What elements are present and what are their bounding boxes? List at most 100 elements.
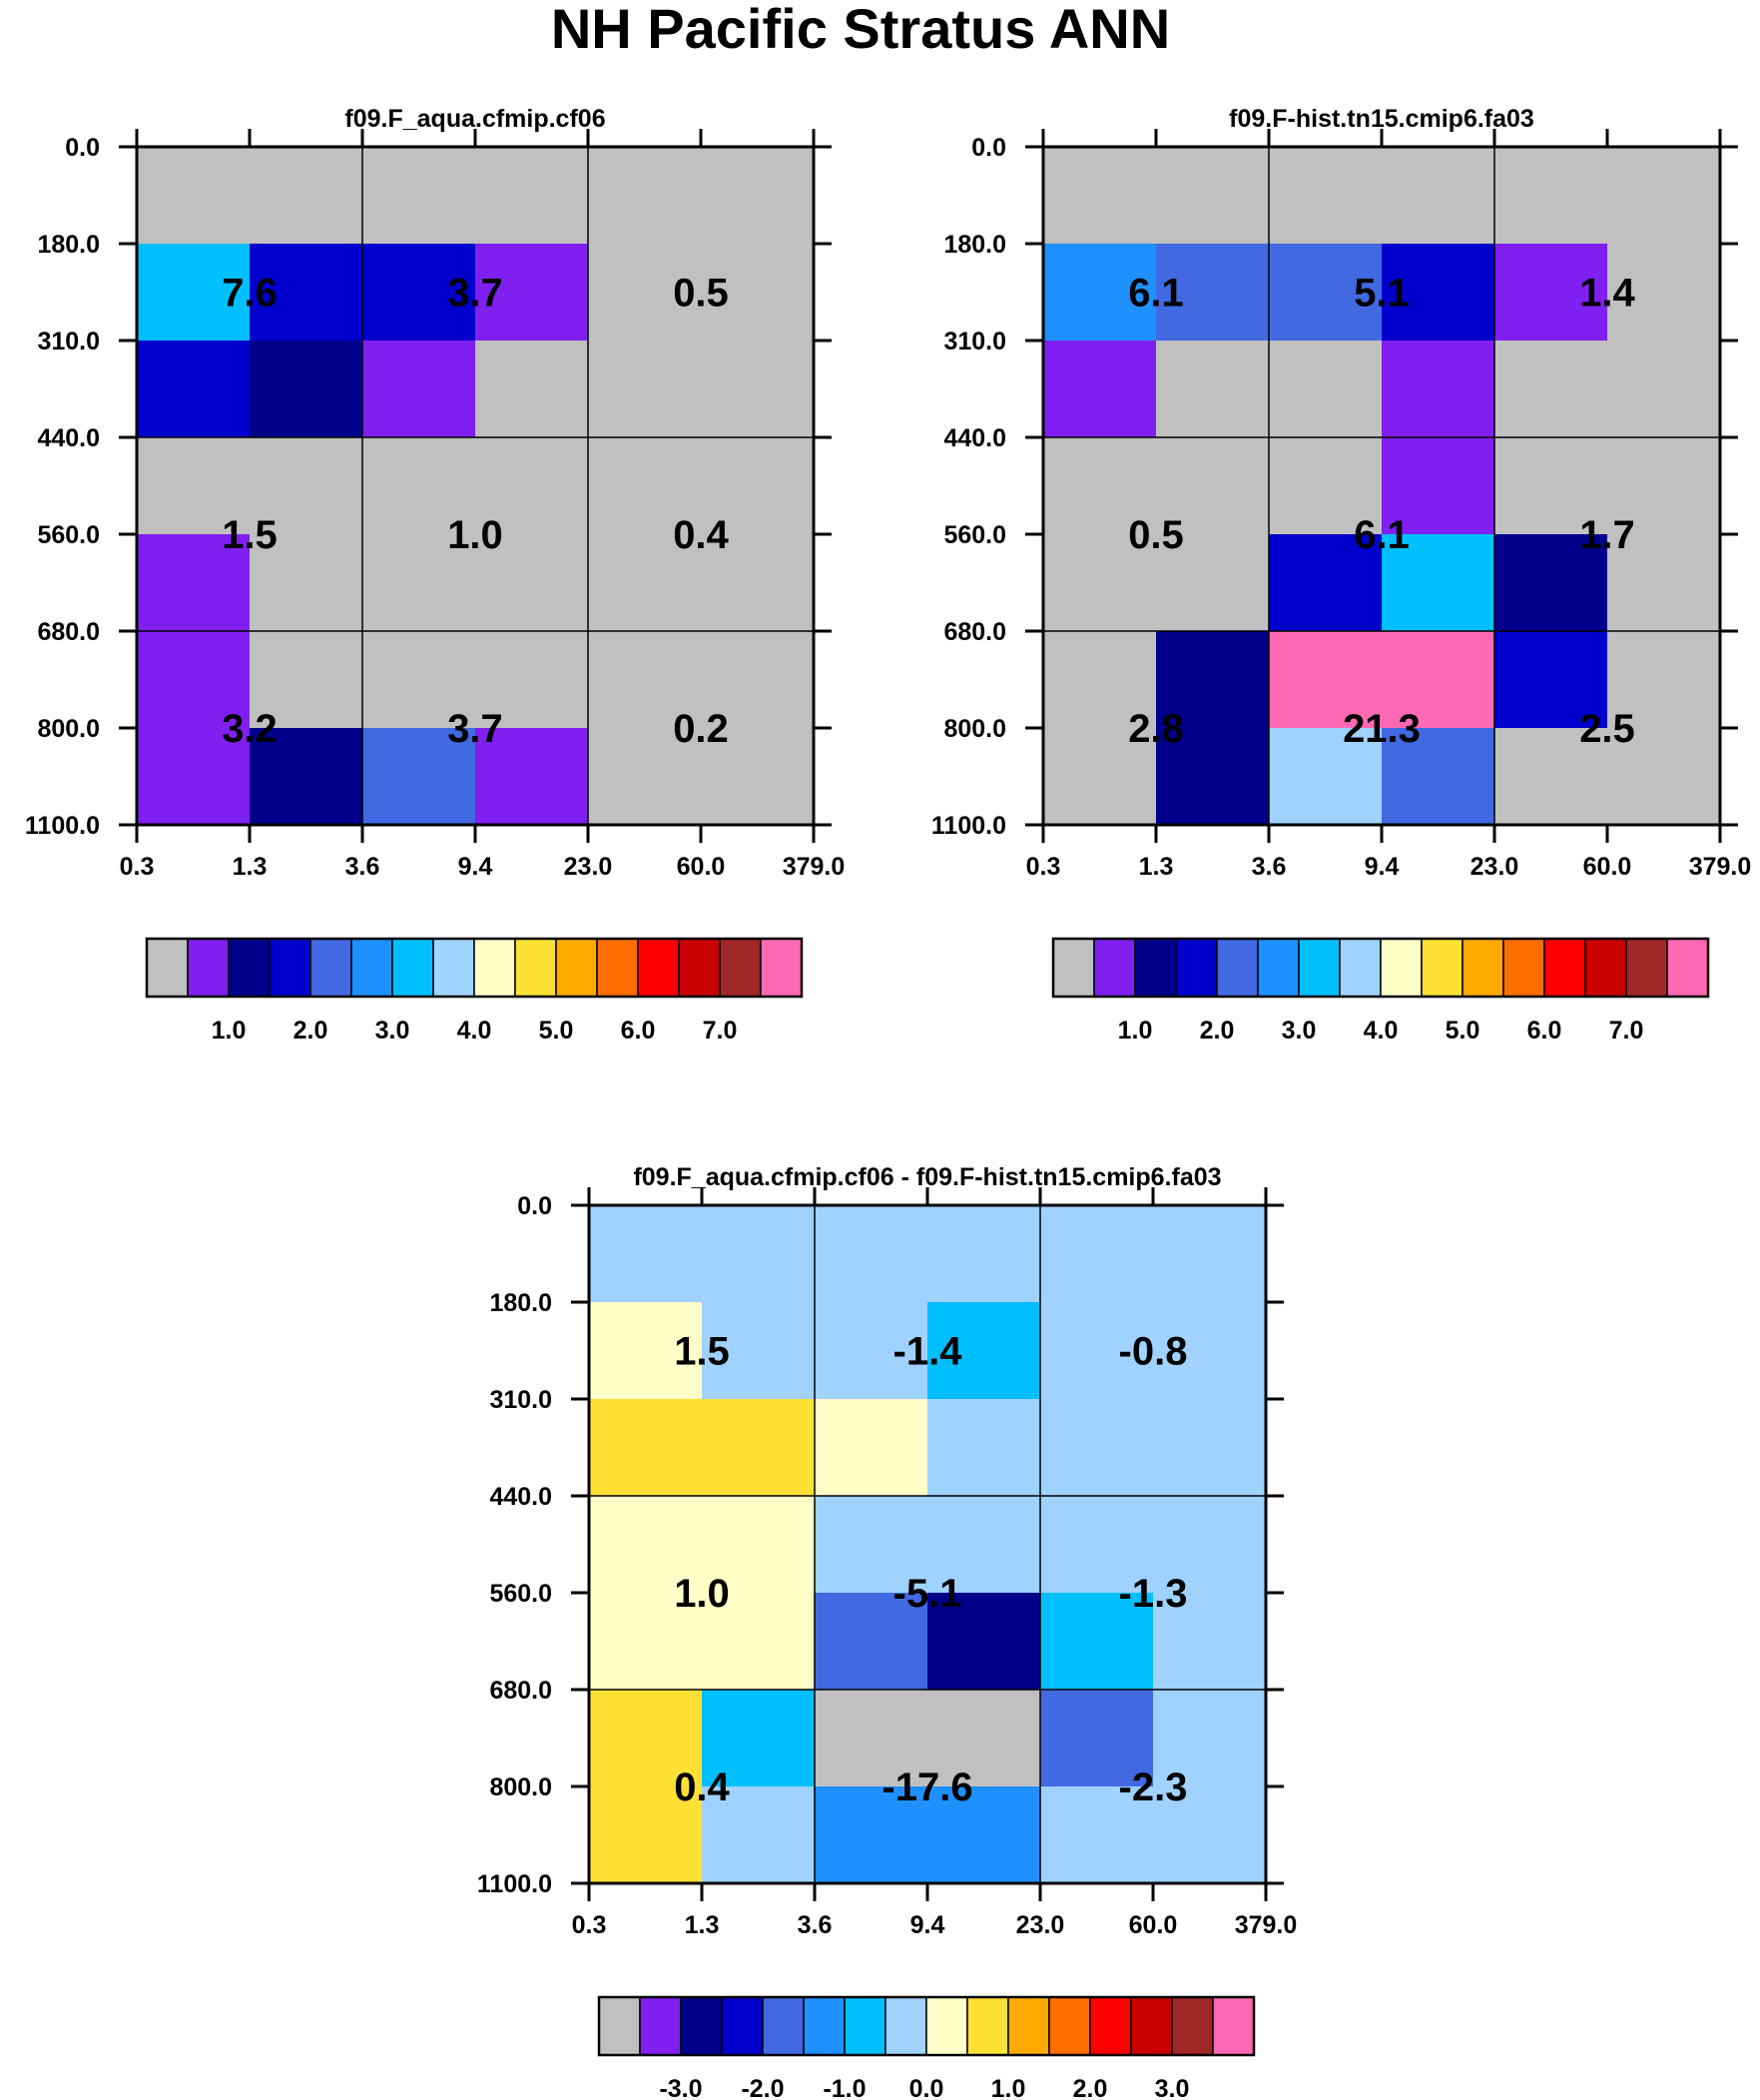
heatmap-cell [1156, 244, 1270, 342]
colorbar-label: 6.0 [1527, 1017, 1562, 1045]
y-tick-label: 800.0 [37, 715, 100, 743]
heatmap-cell [589, 1205, 703, 1303]
colorbar-swatch [1462, 938, 1504, 998]
colorbar-swatch [1093, 938, 1136, 998]
colorbar-swatch [432, 938, 475, 998]
heatmap-cell [1043, 147, 1157, 245]
colorbar-swatch [1007, 1996, 1050, 2056]
heatmap-cell [588, 244, 702, 342]
colorbar-swatch [1134, 938, 1177, 998]
y-tick-label: 180.0 [943, 231, 1006, 259]
x-tick-label: 60.0 [677, 853, 726, 881]
heatmap-cell [1494, 147, 1608, 245]
colorbar-swatch [721, 1996, 764, 2056]
heatmap-cell [1153, 1496, 1267, 1594]
figure-title: NH Pacific Stratus ANN [551, 0, 1170, 60]
heatmap-cell [250, 631, 363, 729]
box-value-label: -1.4 [893, 1330, 963, 1374]
y-tick-label: 180.0 [489, 1289, 552, 1317]
heatmap-cell [702, 1593, 816, 1691]
colorbar-swatch [966, 1996, 1009, 2056]
x-tick-label: 9.4 [458, 853, 493, 881]
box-value-label: 0.4 [673, 513, 729, 557]
heatmap-cell [588, 534, 702, 632]
heatmap-cell [250, 341, 363, 438]
heatmap-cell [701, 534, 815, 632]
box-value-label: 1.5 [674, 1330, 730, 1374]
heatmap-cell [701, 631, 815, 729]
heatmap-cell [1607, 244, 1721, 342]
heatmap-cell [362, 534, 476, 632]
y-tick-label: 560.0 [943, 521, 1006, 549]
y-tick-label: 0.0 [65, 134, 100, 162]
heatmap-cell [1494, 341, 1608, 438]
heatmap-cell [701, 728, 815, 826]
heatmap-cell [1043, 244, 1157, 342]
colorbar-frame [145, 937, 804, 999]
heatmap-cell [250, 728, 363, 826]
y-tick-label: 310.0 [37, 328, 100, 355]
box-value-label: 7.6 [222, 272, 278, 316]
heatmap-cell [137, 437, 251, 535]
colorbar-swatch [844, 1996, 886, 2056]
colorbar-swatch [760, 938, 803, 998]
heatmap-cell [250, 147, 363, 245]
heatmap-cell [137, 728, 251, 826]
heatmap-cell [1040, 1302, 1154, 1400]
heatmap-cell [815, 1690, 928, 1787]
heatmap-cell [362, 341, 476, 438]
box-value-label: -0.8 [1119, 1330, 1188, 1374]
colorbar-swatch [1298, 938, 1341, 998]
heatmap-cell [1382, 534, 1495, 632]
colorbar-swatch [637, 938, 680, 998]
heatmap-cell [475, 244, 589, 342]
heatmap-cell [250, 437, 363, 535]
heatmap-cell [1382, 437, 1495, 535]
heatmap-cell [927, 1496, 1041, 1594]
box-value-label: -5.1 [893, 1572, 962, 1616]
y-tick-label: 440.0 [489, 1483, 552, 1511]
heatmap-cell [927, 1690, 1041, 1787]
heatmap-cell [137, 534, 251, 632]
colorbar-swatch [1502, 938, 1545, 998]
heatmap-cell [815, 1786, 928, 1884]
box-value-label: -1.3 [1119, 1572, 1188, 1616]
x-tick-label: 0.3 [120, 853, 155, 881]
x-tick-label: 1.3 [233, 853, 268, 881]
heatmap-cell [1153, 1205, 1267, 1303]
heatmap-cell [1043, 341, 1157, 438]
panel-title: f09.F_aqua.cfmip.cf06 [344, 105, 605, 133]
box-value-label: 3.7 [447, 707, 503, 751]
heatmap-cell [1043, 437, 1157, 535]
y-tick-label: 680.0 [37, 618, 100, 646]
colorbar-label: 2.0 [1200, 1017, 1235, 1045]
heatmap-cell [1153, 1399, 1267, 1497]
heatmap-cell [702, 1399, 816, 1497]
colorbar-swatch [1421, 938, 1464, 998]
colorbar-label: 2.0 [1073, 2075, 1108, 2100]
colorbar-label: 4.0 [1364, 1017, 1399, 1045]
heatmap-cell [588, 341, 702, 438]
colorbar-label: -1.0 [823, 2075, 866, 2100]
box-value-label: 6.1 [1128, 272, 1184, 316]
y-tick-label: 310.0 [943, 328, 1006, 355]
colorbar-swatch [1666, 938, 1709, 998]
colorbar-swatch [678, 938, 721, 998]
y-tick-label: 680.0 [489, 1677, 552, 1705]
heatmap-cell [362, 147, 476, 245]
box-value-label: 3.7 [447, 272, 503, 316]
heatmap-cell [1494, 631, 1608, 729]
y-tick-label: 180.0 [37, 231, 100, 259]
colorbar-label: 7.0 [703, 1017, 738, 1045]
box-value-label: 6.1 [1354, 513, 1410, 557]
y-tick-label: 800.0 [489, 1773, 552, 1801]
colorbar-swatch [187, 938, 230, 998]
colorbar-label: 5.0 [539, 1017, 574, 1045]
x-tick-label: 1.3 [685, 1911, 720, 1939]
x-tick-label: 3.6 [345, 853, 380, 881]
colorbar-swatch [1625, 938, 1668, 998]
colorbar-swatch [1175, 938, 1218, 998]
colorbar-label: 1.0 [991, 2075, 1026, 2100]
panel-title: f09.F-hist.tn15.cmip6.fa03 [1229, 105, 1534, 133]
